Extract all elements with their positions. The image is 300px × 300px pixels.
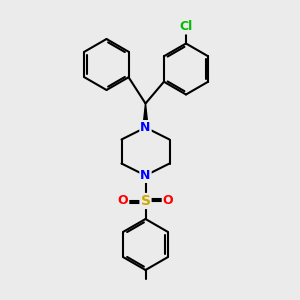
Text: Cl: Cl [179,20,193,34]
Text: N: N [140,169,151,182]
Text: S: S [140,194,151,208]
Polygon shape [143,103,148,123]
Text: N: N [140,121,151,134]
Text: O: O [118,194,128,208]
Text: O: O [163,194,173,208]
